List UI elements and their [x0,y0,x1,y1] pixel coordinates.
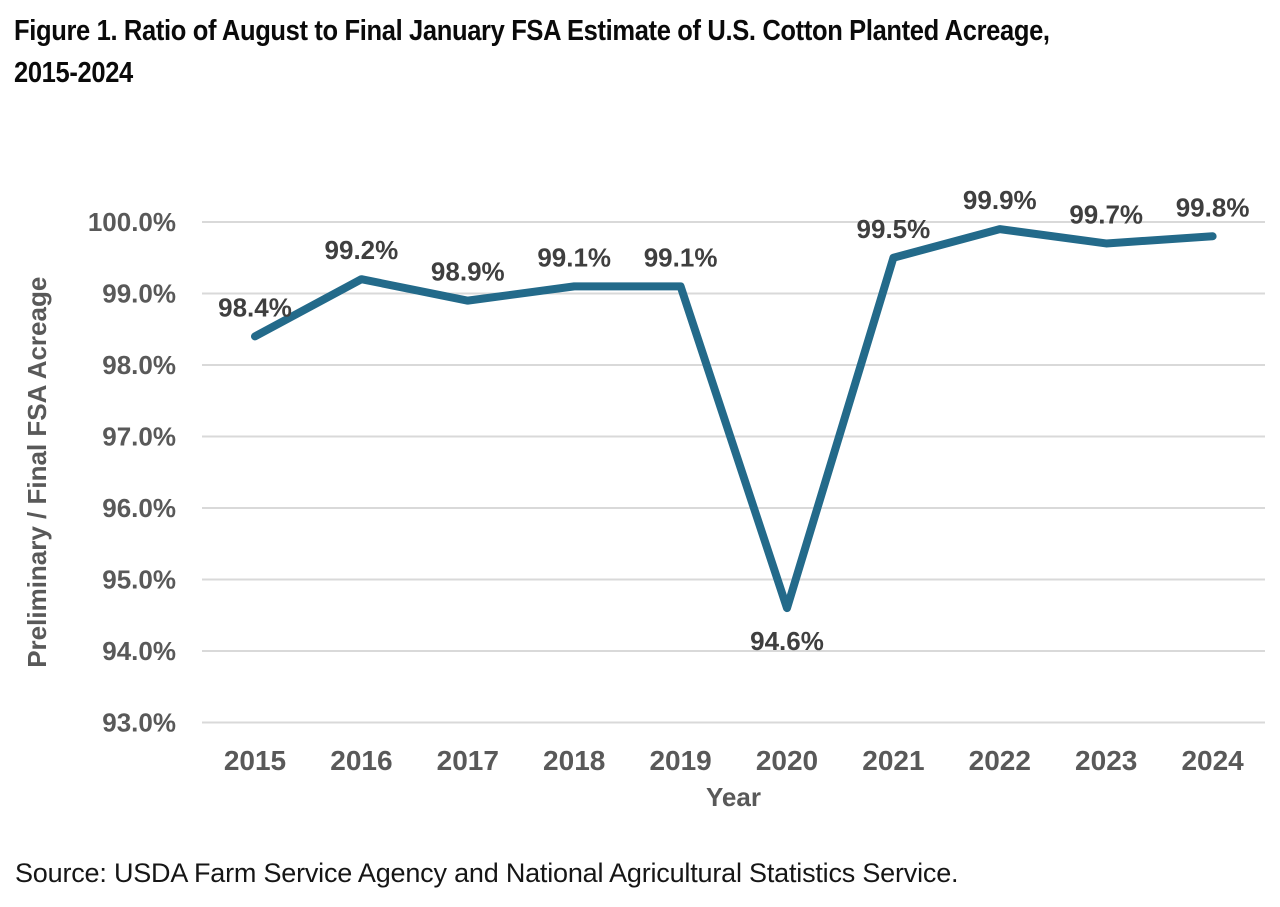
data-point-label: 99.2% [325,235,399,265]
data-point-label: 99.8% [1176,192,1250,222]
y-axis-title: Preliminary / Final FSA Acreage [22,277,52,668]
x-tick-label: 2019 [649,745,711,776]
y-tick-label: 100.0% [88,207,176,237]
y-tick-label: 97.0% [102,422,176,452]
x-tick-label: 2020 [756,745,818,776]
y-tick-label: 98.0% [102,350,176,380]
x-tick-label: 2018 [543,745,605,776]
data-point-label: 99.1% [537,242,611,272]
figure-title-line-2: 2015-2024 [14,57,133,89]
y-tick-label: 99.0% [102,279,176,309]
x-tick-label: 2024 [1181,745,1244,776]
x-tick-label: 2022 [969,745,1031,776]
data-point-label: 98.9% [431,257,505,287]
x-tick-label: 2017 [437,745,499,776]
figure-title-line-1: Figure 1. Ratio of August to Final Janua… [14,15,1050,47]
y-tick-label: 93.0% [102,708,176,738]
source-note: Source: USDA Farm Service Agency and Nat… [15,858,959,888]
x-tick-label: 2015 [224,745,286,776]
data-point-label: 99.7% [1069,199,1143,229]
data-point-label: 98.4% [218,292,292,322]
x-tick-label: 2023 [1075,745,1137,776]
data-line-series [251,225,1217,613]
y-tick-label: 95.0% [102,565,176,595]
y-tick-label: 96.0% [102,493,176,523]
data-point-label: 99.1% [644,242,718,272]
x-tick-label: 2021 [862,745,924,776]
data-point-label: 94.6% [750,626,824,656]
data-point-label: 99.5% [857,214,931,244]
y-tick-label: 94.0% [102,636,176,666]
x-tick-label: 2016 [330,745,392,776]
data-point-label: 99.9% [963,185,1037,215]
figure-title: Figure 1. Ratio of August to Final Janua… [14,10,1270,94]
x-axis-title: Year [706,782,761,812]
